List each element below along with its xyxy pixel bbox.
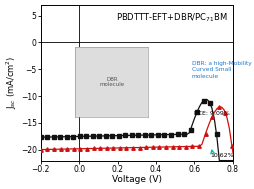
X-axis label: Voltage (V): Voltage (V) (112, 175, 161, 184)
Text: PBDTTT-EFT+DBR/PC$_{71}$BM: PBDTTT-EFT+DBR/PC$_{71}$BM (115, 11, 226, 24)
Text: 10.62%: 10.62% (210, 153, 233, 158)
Y-axis label: J$_{sc}$ (mA/cm$^{2}$): J$_{sc}$ (mA/cm$^{2}$) (5, 56, 19, 109)
Text: PCE: 9.09%: PCE: 9.09% (193, 111, 229, 116)
Text: DBR: a high-Mobility
Curved Small
molecule: DBR: a high-Mobility Curved Small molecu… (191, 61, 250, 79)
